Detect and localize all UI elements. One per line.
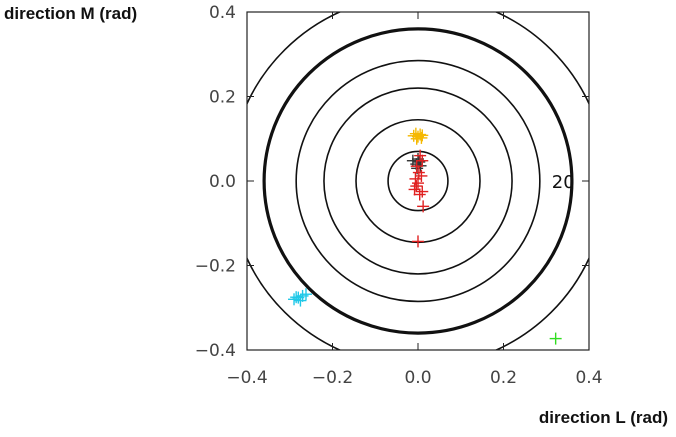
- x-axis-ticks: −0.4 −0.2 0.0 0.2 0.4: [226, 12, 603, 388]
- data-point-s3-1: [414, 149, 427, 162]
- y-tick-label: −0.4: [195, 341, 236, 361]
- x-axis-label: direction L (rad): [538, 408, 668, 427]
- data-point-s3-5: [415, 169, 428, 182]
- y-tick-label: 0.2: [209, 88, 236, 108]
- contour-ring-5: [262, 27, 574, 335]
- x-tick-label: 0.2: [490, 368, 517, 388]
- data-point-s3-7: [412, 177, 424, 190]
- data-point-s3-9: [408, 183, 421, 196]
- data-point-s5-1: [549, 332, 562, 345]
- x-tick-label: −0.4: [226, 368, 267, 388]
- y-tick-label: −0.2: [195, 257, 236, 277]
- y-tick-label: 0.4: [209, 3, 236, 23]
- data-point-s1-7: [415, 131, 428, 144]
- x-tick-label: −0.2: [312, 368, 353, 388]
- data-point-s3-12: [417, 200, 430, 213]
- data-point-s3-10: [416, 185, 429, 198]
- data-point-s3-3: [410, 160, 423, 173]
- contour-label: 20: [552, 172, 575, 193]
- data-point-s3-2: [416, 154, 429, 167]
- contour-ring-4: [295, 59, 541, 303]
- y-axis-ticks: 0.4 0.2 0.0 −0.2 −0.4: [195, 3, 589, 361]
- y-axis-label: direction M (rad): [4, 4, 138, 23]
- data-point-s1-6: [410, 132, 423, 145]
- x-tick-label: 0.4: [575, 368, 602, 388]
- x-tick-label: 0.0: [404, 368, 431, 388]
- contour-rings: [247, 12, 589, 350]
- data-point-s3-13: [412, 235, 424, 248]
- contour-ring-3: [323, 87, 513, 275]
- data-point-s3-11: [413, 188, 426, 201]
- data-point-s3-8: [410, 180, 423, 193]
- contour-ring-1: [387, 150, 449, 212]
- y-tick-label: 0.0: [209, 172, 236, 192]
- data-point-s4-4: [299, 288, 312, 301]
- data-points: [288, 127, 562, 345]
- data-point-s4-6: [290, 291, 303, 304]
